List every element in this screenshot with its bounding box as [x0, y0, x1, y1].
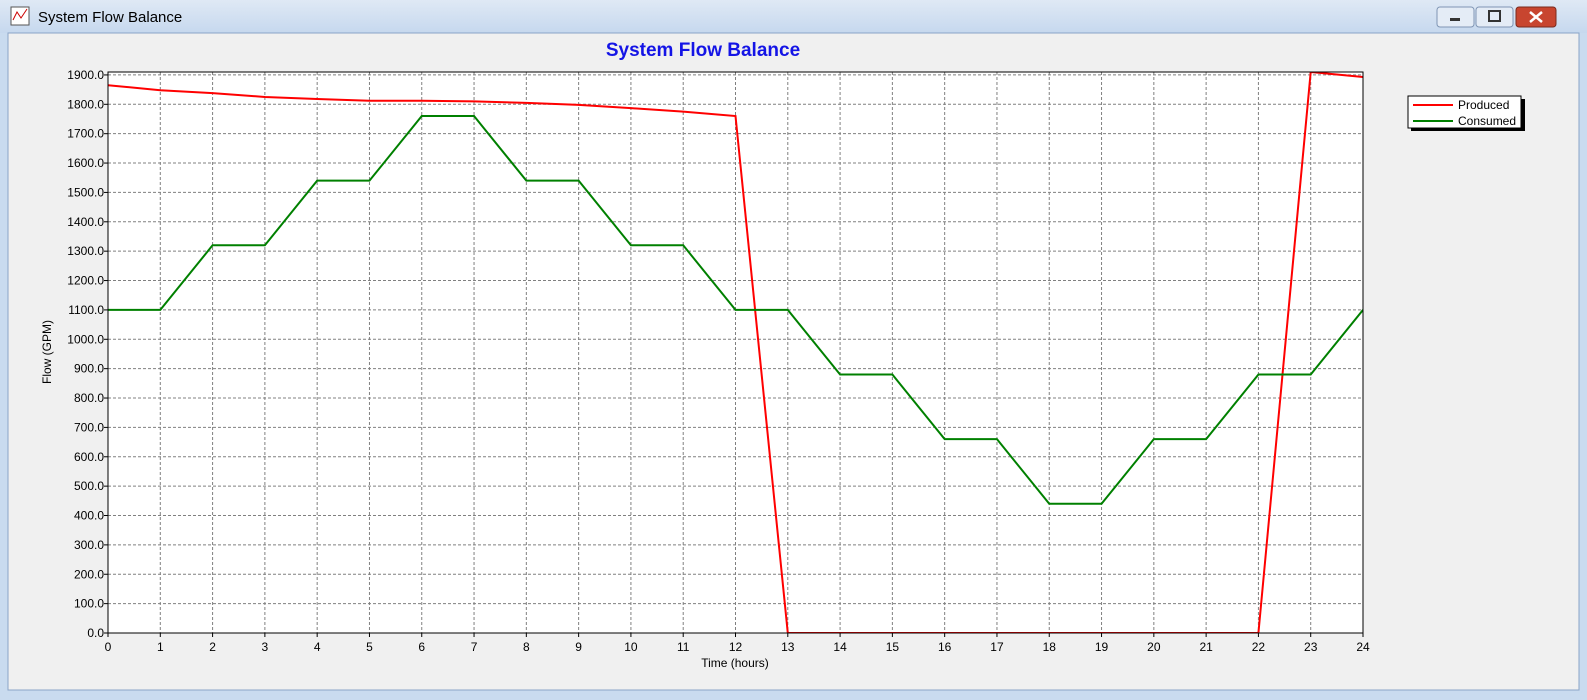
x-tick-label: 21: [1199, 640, 1213, 654]
y-tick-label: 1400.0: [67, 215, 104, 229]
x-tick-label: 16: [938, 640, 952, 654]
x-tick-label: 3: [262, 640, 269, 654]
x-tick-label: 7: [471, 640, 478, 654]
x-tick-label: 24: [1356, 640, 1370, 654]
y-tick-label: 1500.0: [67, 185, 104, 199]
minimize-button[interactable]: [1436, 6, 1475, 28]
y-tick-label: 100.0: [74, 597, 104, 611]
x-tick-label: 23: [1304, 640, 1318, 654]
x-tick-label: 17: [990, 640, 1004, 654]
legend-label: Produced: [1458, 98, 1509, 112]
series-line: [108, 72, 1363, 633]
x-tick-label: 11: [677, 640, 690, 654]
y-tick-label: 200.0: [74, 567, 104, 581]
y-tick-label: 0.0: [87, 626, 104, 640]
x-tick-label: 1: [157, 640, 164, 654]
y-tick-label: 500.0: [74, 479, 104, 493]
close-button[interactable]: [1515, 6, 1557, 28]
y-tick-label: 1600.0: [67, 156, 104, 170]
app-icon: [10, 6, 30, 26]
y-tick-label: 400.0: [74, 509, 104, 523]
y-tick-label: 1300.0: [67, 244, 104, 258]
y-tick-label: 1900.0: [67, 68, 104, 82]
legend: Produced Consumed: [1407, 95, 1525, 131]
y-tick-label: 900.0: [74, 362, 104, 376]
y-axis-label: Flow (GPM): [40, 320, 54, 384]
y-tick-label: 800.0: [74, 391, 104, 405]
x-tick-label: 18: [1043, 640, 1057, 654]
y-tick-label: 600.0: [74, 450, 104, 464]
x-tick-label: 2: [209, 640, 216, 654]
x-tick-label: 20: [1147, 640, 1161, 654]
y-tick-label: 300.0: [74, 538, 104, 552]
x-tick-label: 22: [1252, 640, 1266, 654]
x-tick-label: 14: [833, 640, 847, 654]
x-axis-label: Time (hours): [701, 656, 769, 670]
x-tick-label: 12: [729, 640, 743, 654]
y-tick-label: 1800.0: [67, 97, 104, 111]
x-tick-label: 0: [105, 640, 112, 654]
y-tick-label: 1200.0: [67, 274, 104, 288]
title-bar: [0, 0, 1587, 33]
chart-title: System Flow Balance: [606, 40, 800, 61]
series-line: [108, 115, 1363, 505]
x-tick-label: 6: [418, 640, 425, 654]
x-tick-label: 8: [523, 640, 530, 654]
x-tick-label: 19: [1095, 640, 1109, 654]
y-tick-label: 700.0: [74, 420, 104, 434]
lines: [108, 72, 1363, 633]
window-title: System Flow Balance: [38, 9, 182, 26]
y-tick-label: 1700.0: [67, 127, 104, 141]
x-tick-label: 15: [886, 640, 900, 654]
x-tick-label: 10: [624, 640, 638, 654]
legend-box: [1407, 95, 1522, 129]
maximize-button[interactable]: [1475, 6, 1514, 28]
y-tick-label: 1000.0: [67, 332, 104, 346]
x-tick-label: 4: [314, 640, 321, 654]
x-tick-label: 5: [366, 640, 373, 654]
x-tick-label: 13: [781, 640, 795, 654]
x-tick-label: 9: [575, 640, 582, 654]
legend-label: Consumed: [1458, 114, 1516, 128]
y-tick-label: 1100.0: [68, 303, 104, 317]
